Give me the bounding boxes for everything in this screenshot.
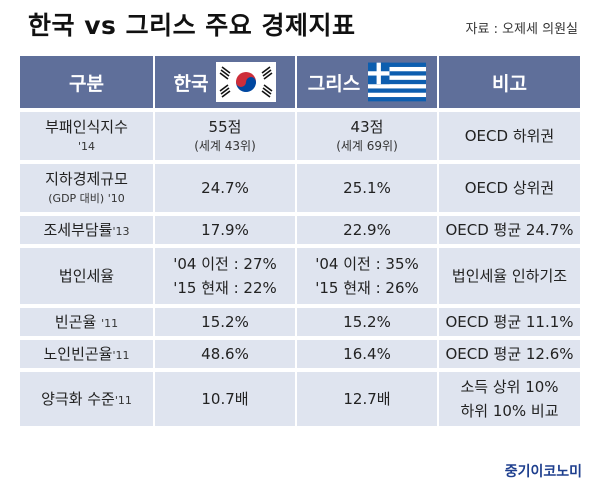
- table-row: 지하경제규모 (GDP 대비) '10 24.7% 25.1% OECD 상위권: [20, 160, 580, 214]
- note-text-line2: 하위 10% 비교: [460, 402, 559, 420]
- note-cell: OECD 평균 11.1%: [438, 304, 580, 338]
- greece-flag-icon: [368, 62, 427, 102]
- row-label: 조세부담률'13: [20, 212, 155, 246]
- row-label-text: 양극화 수준: [41, 390, 115, 408]
- greece-cell: 12.7배: [296, 368, 439, 426]
- korea-cell: 55점 (세계 43위): [154, 108, 297, 162]
- header-category: 구분: [20, 56, 155, 110]
- note-cell: OECD 평균 12.6%: [438, 336, 580, 370]
- korea-value: 55점: [208, 118, 242, 136]
- greece-value-before: '04 이전 : 35%: [315, 255, 419, 273]
- note-text: OECD 평균 11.1%: [445, 313, 574, 331]
- greece-value-current: '15 현재 : 26%: [315, 279, 419, 297]
- note-text: 법인세율 인하기조: [451, 267, 568, 285]
- header-greece-label: 그리스: [307, 72, 361, 95]
- greece-value: 43점: [350, 118, 384, 136]
- greece-cell: 25.1%: [296, 160, 439, 214]
- greece-sub: (세계 69위): [336, 139, 398, 153]
- greece-cell: '04 이전 : 35% '15 현재 : 26%: [296, 244, 439, 306]
- greece-cell: 22.9%: [296, 212, 439, 246]
- row-label-sub: (GDP 대비) '10: [48, 192, 125, 205]
- greece-cell: 43점 (세계 69위): [296, 108, 439, 162]
- greece-value: 25.1%: [343, 179, 391, 197]
- row-label: 부패인식지수 '14: [20, 108, 155, 162]
- korea-value: 15.2%: [201, 313, 249, 331]
- row-label-text: 노인빈곤율: [43, 345, 113, 363]
- row-label: 법인세율: [20, 244, 155, 306]
- row-label-sub: '11: [112, 349, 130, 362]
- note-cell: 법인세율 인하기조: [438, 244, 580, 306]
- row-label-text: 지하경제규모: [45, 170, 128, 188]
- row-label: 노인빈곤율'11: [20, 336, 155, 370]
- korea-value-current: '15 현재 : 22%: [173, 279, 277, 297]
- greece-value: 15.2%: [343, 313, 391, 331]
- header-note-label: 비고: [492, 72, 527, 95]
- row-label: 지하경제규모 (GDP 대비) '10: [20, 160, 155, 214]
- row-label-sub: '11: [114, 394, 132, 407]
- korea-cell: '04 이전 : 27% '15 현재 : 22%: [154, 244, 297, 306]
- note-text: OECD 상위권: [464, 179, 555, 197]
- header-row: 구분 한국: [20, 56, 580, 110]
- table-row: 빈곤율 '11 15.2% 15.2% OECD 평균 11.1%: [20, 304, 580, 338]
- korea-value-before: '04 이전 : 27%: [173, 255, 277, 273]
- note-cell: 소득 상위 10% 하위 10% 비교: [438, 368, 580, 426]
- header-korea-label: 한국: [173, 72, 209, 95]
- header-greece: 그리스: [296, 56, 439, 110]
- korea-cell: 24.7%: [154, 160, 297, 214]
- note-text: OECD 하위권: [464, 127, 555, 145]
- note-text: OECD 평균 24.7%: [445, 221, 574, 239]
- row-label-text: 빈곤율: [54, 313, 97, 331]
- greece-cell: 16.4%: [296, 336, 439, 370]
- note-text-line1: 소득 상위 10%: [460, 378, 559, 396]
- korea-cell: 48.6%: [154, 336, 297, 370]
- note-cell: OECD 평균 24.7%: [438, 212, 580, 246]
- note-cell: OECD 하위권: [438, 108, 580, 162]
- row-label: 양극화 수준'11: [20, 368, 155, 426]
- source-note: 자료 : 오제세 의원실: [465, 22, 578, 37]
- row-label-sub: '14: [77, 140, 96, 153]
- row-label-text: 조세부담률: [43, 221, 113, 239]
- row-label-sub: '11: [101, 317, 119, 330]
- row-label: 빈곤율 '11: [20, 304, 155, 338]
- header-korea: 한국: [154, 56, 297, 110]
- south-korea-flag-icon: [216, 62, 277, 102]
- greece-value: 16.4%: [343, 345, 391, 363]
- korea-value: 10.7배: [201, 390, 249, 408]
- row-label-text: 부패인식지수: [45, 118, 128, 136]
- header-note: 비고: [438, 56, 580, 110]
- table-row: 양극화 수준'11 10.7배 12.7배 소득 상위 10% 하위 10% 비…: [20, 368, 580, 426]
- note-cell: OECD 상위권: [438, 160, 580, 214]
- table-row: 조세부담률'13 17.9% 22.9% OECD 평균 24.7%: [20, 212, 580, 246]
- greece-value: 22.9%: [343, 221, 391, 239]
- korea-value: 17.9%: [201, 221, 249, 239]
- korea-value: 24.7%: [201, 179, 249, 197]
- indicator-table: 구분 한국: [20, 56, 580, 426]
- korea-value: 48.6%: [201, 345, 249, 363]
- row-label-text: 법인세율: [58, 267, 115, 285]
- greece-value: 12.7배: [343, 390, 391, 408]
- korea-cell: 10.7배: [154, 368, 297, 426]
- table-row: 법인세율 '04 이전 : 27% '15 현재 : 22% '04 이전 : …: [20, 244, 580, 306]
- note-text: OECD 평균 12.6%: [445, 345, 574, 363]
- korea-sub: (세계 43위): [194, 139, 256, 153]
- korea-cell: 15.2%: [154, 304, 297, 338]
- table-row: 노인빈곤율'11 48.6% 16.4% OECD 평균 12.6%: [20, 336, 580, 370]
- korea-cell: 17.9%: [154, 212, 297, 246]
- table-row: 부패인식지수 '14 55점 (세계 43위) 43점 (세계 69위) OEC…: [20, 108, 580, 162]
- page-title: 한국 vs 그리스 주요 경제지표: [28, 11, 356, 40]
- greece-cell: 15.2%: [296, 304, 439, 338]
- header-category-label: 구분: [69, 72, 104, 95]
- row-label-sub: '13: [112, 225, 130, 238]
- brand-logo: 중기이코노미: [504, 464, 582, 480]
